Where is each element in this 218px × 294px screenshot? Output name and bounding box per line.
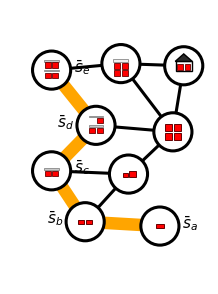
Bar <box>44 60 59 62</box>
Bar <box>165 133 172 140</box>
Bar <box>89 116 103 117</box>
Bar <box>175 61 192 71</box>
Bar <box>97 128 103 133</box>
Bar <box>97 118 103 123</box>
Bar <box>89 128 95 133</box>
Bar <box>165 124 172 131</box>
Bar <box>174 133 181 140</box>
Bar <box>44 168 59 170</box>
Circle shape <box>141 207 179 245</box>
Bar <box>78 220 84 224</box>
Bar <box>52 73 58 78</box>
Bar <box>52 63 58 68</box>
Bar <box>114 70 120 76</box>
Polygon shape <box>175 54 192 61</box>
Bar <box>113 59 128 62</box>
Text: $\bar{s}_a$: $\bar{s}_a$ <box>182 214 198 233</box>
Bar <box>122 70 128 76</box>
Bar <box>184 64 191 70</box>
Bar <box>122 63 128 69</box>
Bar <box>129 171 136 178</box>
Circle shape <box>109 155 148 193</box>
Bar <box>45 63 51 68</box>
Bar <box>44 70 59 71</box>
Bar <box>45 73 51 78</box>
Circle shape <box>66 203 104 241</box>
Text: $\bar{s}_d$: $\bar{s}_d$ <box>57 113 74 132</box>
Circle shape <box>77 106 115 144</box>
Circle shape <box>165 47 203 85</box>
Bar <box>114 63 120 69</box>
Text: $\bar{s}_c$: $\bar{s}_c$ <box>73 158 89 177</box>
Circle shape <box>154 113 192 151</box>
Bar <box>177 64 183 70</box>
Text: $\bar{s}_e$: $\bar{s}_e$ <box>73 58 90 77</box>
Text: $\bar{s}_b$: $\bar{s}_b$ <box>47 209 63 228</box>
Circle shape <box>32 51 71 89</box>
Bar <box>86 220 92 224</box>
Bar <box>89 125 103 127</box>
Circle shape <box>102 45 140 83</box>
Circle shape <box>32 152 71 190</box>
Bar <box>156 224 164 228</box>
Bar <box>174 124 181 131</box>
Bar <box>52 171 58 176</box>
Bar <box>45 171 51 176</box>
Bar <box>123 173 128 178</box>
